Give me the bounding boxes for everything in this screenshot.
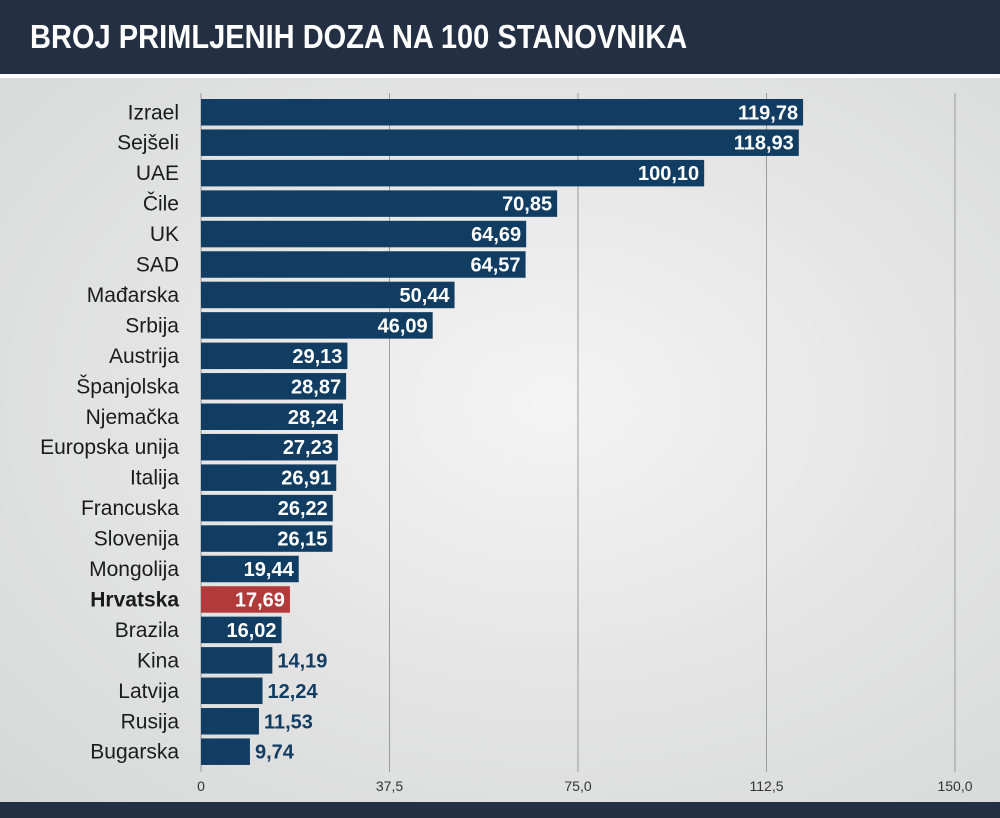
category-label: Mađarska [87, 284, 180, 307]
bar [201, 708, 259, 735]
bar [201, 677, 263, 705]
bar [201, 647, 273, 674]
category-label: Bugarska [90, 741, 179, 764]
bar [201, 494, 333, 522]
category-label: Čile [143, 193, 179, 216]
x-tick-label: 75,0 [564, 778, 591, 794]
bar [201, 403, 343, 430]
category-label: Španjolska [76, 375, 179, 398]
bar [201, 433, 338, 461]
value-label: 11,53 [264, 711, 313, 733]
x-tick-label: 112,5 [750, 778, 784, 794]
category-label: UAE [136, 162, 179, 185]
bar [201, 342, 348, 370]
category-label: UK [150, 223, 179, 246]
bar [201, 464, 337, 491]
bar [201, 220, 527, 248]
value-label: 28,24 [288, 407, 339, 429]
value-label: 16,02 [226, 620, 276, 642]
chart-header: BROJ PRIMLJENIH DOZA NA 100 STANOVNIKA [0, 0, 1000, 74]
value-label: 14,19 [277, 650, 327, 672]
bar [201, 312, 433, 339]
bar [201, 616, 282, 644]
category-label: Rusija [121, 710, 180, 733]
value-label: 12,24 [268, 681, 319, 703]
value-label: 100,10 [638, 163, 699, 185]
x-tick-label: 37,5 [376, 778, 403, 794]
x-tick-label: 150,0 [937, 778, 972, 794]
value-label: 26,15 [277, 529, 327, 551]
category-label: Francuska [81, 497, 179, 520]
bar [201, 99, 804, 126]
value-label: 64,69 [471, 224, 521, 246]
category-label: Italija [130, 467, 179, 490]
value-label: 28,87 [291, 376, 341, 398]
value-label: 64,57 [471, 255, 521, 277]
value-label: 46,09 [378, 315, 428, 337]
x-axis-ticks: 0 37,5 75,0 112,5 150,0 [197, 778, 973, 794]
value-label: 118,93 [734, 133, 794, 155]
category-label: Austrija [109, 345, 179, 368]
value-label: 50,44 [399, 285, 450, 307]
value-label: 26,22 [278, 498, 328, 520]
category-labels: Izrael Sejšeli UAE Čile UK SAD Mađarska Srbija A… [40, 101, 179, 763]
bar [201, 525, 333, 552]
bar [201, 281, 455, 309]
x-tick-label: 0 [197, 778, 205, 794]
bar [201, 129, 799, 156]
value-label: 26,91 [281, 468, 331, 490]
value-labels: 119,78 118,93 100,10 70,85 64,69 64,57 50,44 46… [226, 102, 798, 763]
category-label: Hrvatska [90, 588, 179, 611]
category-label: Sejšeli [117, 132, 179, 155]
bar [201, 373, 347, 400]
bar [201, 190, 558, 217]
category-label: Izrael [128, 101, 179, 124]
value-label: 9,74 [255, 742, 295, 764]
bar [201, 159, 705, 187]
category-label: Kina [137, 649, 179, 672]
chart-footer [0, 802, 1000, 818]
value-label: 29,13 [292, 346, 342, 368]
value-label: 119,78 [738, 102, 798, 124]
category-label: Europska unija [40, 436, 179, 459]
bar-highlight [201, 586, 290, 613]
chart-title: BROJ PRIMLJENIH DOZA NA 100 STANOVNIKA [30, 18, 688, 55]
category-label: Brazila [115, 619, 180, 642]
category-label: Latvija [118, 680, 179, 703]
category-label: Mongolija [89, 558, 179, 581]
header-divider [0, 74, 1000, 78]
bar [201, 555, 299, 583]
value-label: 70,85 [502, 194, 552, 216]
category-label: Njemačka [86, 406, 180, 429]
category-label: Srbija [125, 314, 179, 337]
category-label: Slovenija [94, 528, 180, 551]
value-label: 27,23 [283, 437, 333, 459]
value-label: 19,44 [244, 559, 295, 581]
category-label: SAD [136, 254, 179, 277]
bar [201, 738, 250, 765]
value-label: 17,69 [235, 589, 285, 611]
bar [201, 251, 526, 278]
bars [201, 99, 804, 765]
